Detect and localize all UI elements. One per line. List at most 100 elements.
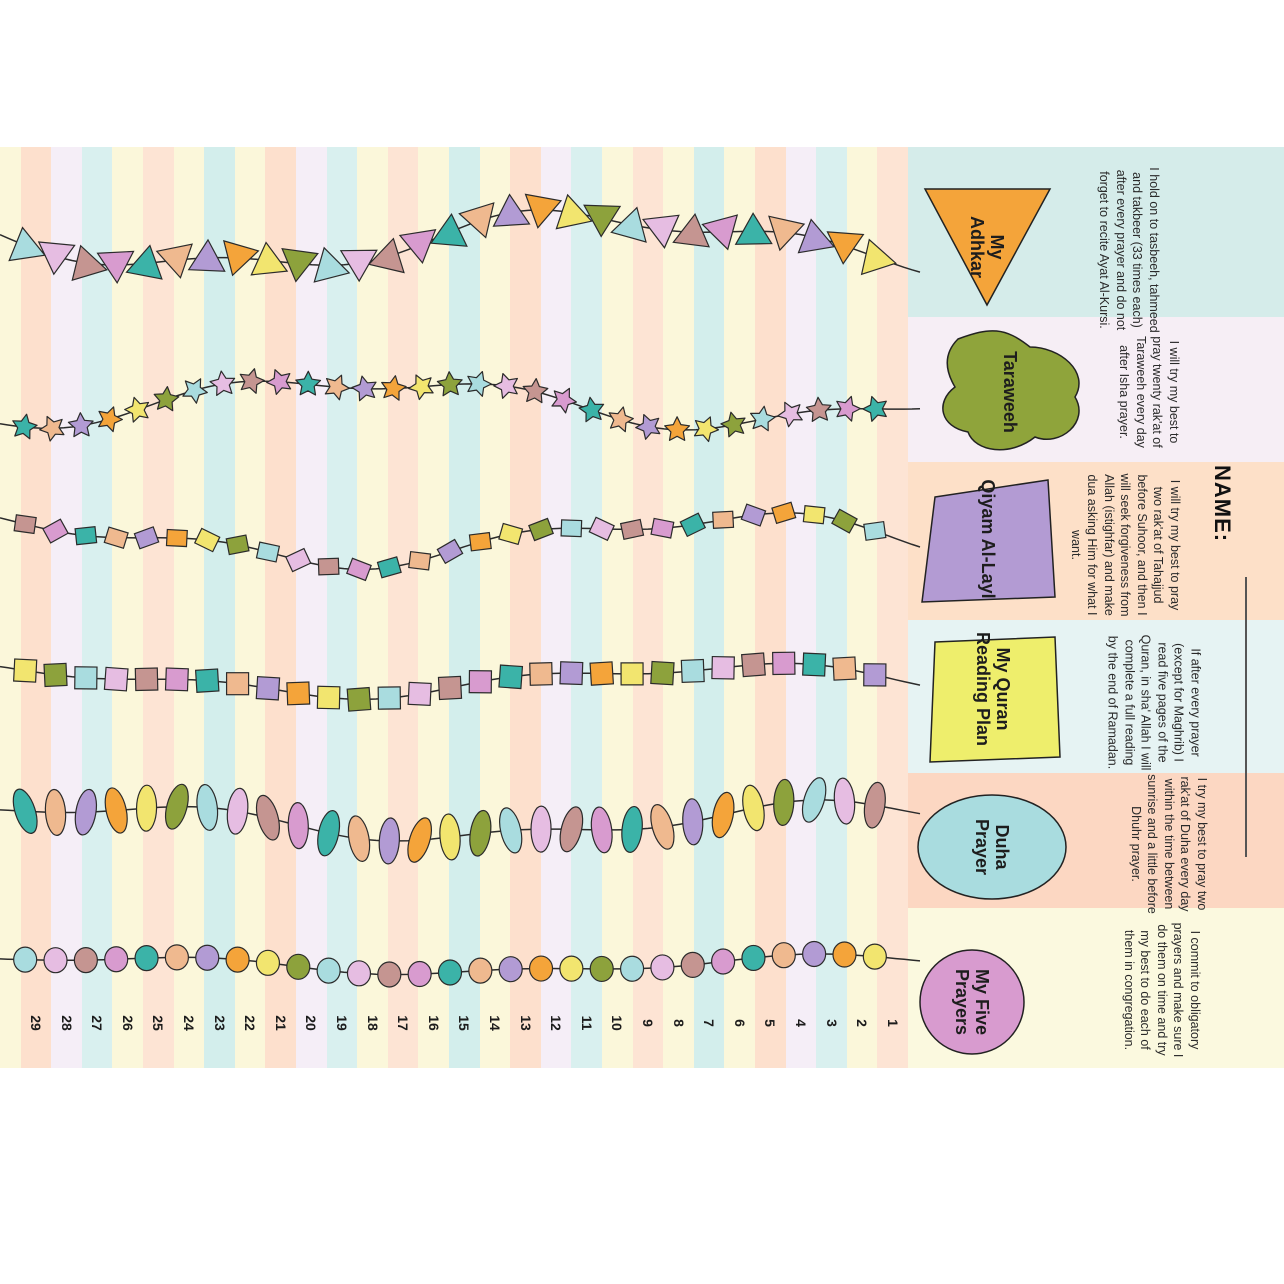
qiyam-bead-9[interactable] bbox=[619, 518, 645, 540]
qiyam-bead-3[interactable] bbox=[802, 505, 826, 525]
quran-bead-12[interactable] bbox=[529, 662, 553, 686]
qiyam-bead-1[interactable] bbox=[863, 520, 887, 541]
duha-bead-20[interactable] bbox=[287, 802, 309, 850]
qiyam-bead-4[interactable] bbox=[771, 501, 797, 525]
adhkar-bead-12[interactable] bbox=[520, 193, 563, 230]
quran-bead-26[interactable] bbox=[103, 666, 129, 692]
five-bead-9[interactable] bbox=[619, 955, 645, 982]
duha-bead-7[interactable] bbox=[682, 798, 704, 846]
taraweeh-bead-15[interactable] bbox=[467, 371, 492, 397]
duha-bead-4[interactable] bbox=[773, 778, 795, 826]
qiyam-bead-5[interactable] bbox=[740, 503, 767, 527]
duha-bead-21[interactable] bbox=[252, 793, 284, 843]
qiyam-bead-8[interactable] bbox=[650, 517, 675, 539]
name-field[interactable]: NAME: bbox=[1185, 465, 1265, 877]
adhkar-bead-9[interactable] bbox=[610, 203, 654, 243]
qiyam-bead-18[interactable] bbox=[345, 557, 372, 582]
duha-bead-5[interactable] bbox=[739, 783, 767, 832]
duha-bead-29[interactable] bbox=[9, 786, 42, 836]
duha-bead-15[interactable] bbox=[438, 813, 462, 861]
duha-bead-22[interactable] bbox=[225, 787, 250, 835]
taraweeh-bead-11[interactable] bbox=[578, 396, 605, 423]
quran-bead-17[interactable] bbox=[377, 686, 402, 710]
quran-bead-6[interactable] bbox=[711, 655, 735, 680]
taraweeh-bead-14[interactable] bbox=[493, 373, 519, 399]
five-bead-22[interactable] bbox=[225, 946, 250, 973]
taraweeh-bead-8[interactable] bbox=[664, 416, 691, 441]
five-bead-23[interactable] bbox=[195, 944, 220, 971]
five-bead-17[interactable] bbox=[377, 961, 402, 988]
adhkar-bead-13[interactable] bbox=[492, 193, 531, 227]
qiyam-bead-15[interactable] bbox=[436, 538, 464, 565]
duha-bead-25[interactable] bbox=[135, 784, 158, 832]
adhkar-bead-29[interactable] bbox=[5, 225, 46, 262]
taraweeh-bead-23[interactable] bbox=[239, 368, 265, 394]
quran-bead-2[interactable] bbox=[832, 656, 857, 681]
qiyam-bead-16[interactable] bbox=[408, 550, 432, 571]
qiyam-bead-14[interactable] bbox=[468, 531, 492, 552]
quran-bead-10[interactable] bbox=[589, 661, 615, 686]
qiyam-bead-2[interactable] bbox=[831, 508, 858, 534]
duha-bead-17[interactable] bbox=[378, 817, 401, 865]
five-bead-3[interactable] bbox=[802, 940, 827, 968]
adhkar-bead-18[interactable] bbox=[339, 249, 378, 283]
quran-bead-5[interactable] bbox=[741, 652, 766, 678]
quran-bead-13[interactable] bbox=[498, 664, 524, 690]
taraweeh-bead-6[interactable] bbox=[720, 411, 746, 438]
five-bead-28[interactable] bbox=[43, 947, 68, 974]
qiyam-bead-25[interactable] bbox=[133, 526, 160, 550]
quran-bead-14[interactable] bbox=[468, 670, 493, 694]
adhkar-bead-15[interactable] bbox=[429, 213, 469, 247]
taraweeh-bead-27[interactable] bbox=[124, 396, 150, 423]
quran-bead-18[interactable] bbox=[346, 686, 372, 712]
five-bead-13[interactable] bbox=[498, 956, 523, 983]
duha-bead-2[interactable] bbox=[832, 777, 856, 825]
taraweeh-bead-7[interactable] bbox=[693, 416, 720, 443]
quran-bead-3[interactable] bbox=[802, 652, 827, 677]
adhkar-bead-8[interactable] bbox=[641, 214, 682, 250]
quran-bead-1[interactable] bbox=[863, 663, 887, 687]
taraweeh-bead-10[interactable] bbox=[608, 406, 634, 433]
five-bead-10[interactable] bbox=[589, 955, 614, 983]
taraweeh-bead-18[interactable] bbox=[381, 375, 407, 401]
taraweeh-bead-4[interactable] bbox=[777, 401, 803, 428]
taraweeh-bead-31[interactable] bbox=[12, 413, 38, 440]
taraweeh-bead-16[interactable] bbox=[436, 371, 463, 397]
quran-bead-4[interactable] bbox=[772, 651, 796, 676]
duha-bead-10[interactable] bbox=[589, 806, 615, 854]
qiyam-bead-22[interactable] bbox=[225, 534, 250, 556]
duha-bead-18[interactable] bbox=[345, 814, 373, 863]
taraweeh-bead-19[interactable] bbox=[351, 375, 377, 402]
five-bead-27[interactable] bbox=[73, 946, 98, 974]
duha-bead-28[interactable] bbox=[44, 788, 67, 836]
adhkar-bead-2[interactable] bbox=[825, 231, 865, 265]
five-bead-15[interactable] bbox=[437, 959, 463, 986]
quran-bead-27[interactable] bbox=[74, 666, 98, 690]
five-bead-29[interactable] bbox=[13, 946, 38, 973]
adhkar-bead-24[interactable] bbox=[155, 243, 198, 281]
five-bead-21[interactable] bbox=[255, 949, 281, 976]
five-bead-12[interactable] bbox=[528, 955, 554, 982]
adhkar-bead-26[interactable] bbox=[96, 250, 136, 285]
adhkar-bead-23[interactable] bbox=[187, 238, 226, 272]
five-bead-4[interactable] bbox=[771, 942, 796, 969]
taraweeh-bead-21[interactable] bbox=[295, 370, 322, 396]
duha-bead-14[interactable] bbox=[467, 809, 494, 858]
qiyam-bead-20[interactable] bbox=[285, 547, 312, 573]
duha-bead-3[interactable] bbox=[798, 775, 830, 825]
quran-bead-8[interactable] bbox=[650, 660, 675, 686]
taraweeh-bead-26[interactable] bbox=[153, 386, 180, 412]
adhkar-bead-10[interactable] bbox=[583, 204, 622, 238]
five-bead-26[interactable] bbox=[104, 946, 129, 973]
qiyam-bead-12[interactable] bbox=[528, 517, 555, 542]
adhkar-bead-16[interactable] bbox=[398, 229, 440, 266]
qiyam-bead-17[interactable] bbox=[376, 556, 402, 579]
five-bead-7[interactable] bbox=[680, 951, 705, 979]
taraweeh-bead-2[interactable] bbox=[836, 395, 862, 422]
quran-bead-29[interactable] bbox=[13, 658, 38, 683]
adhkar-bead-20[interactable] bbox=[278, 247, 319, 284]
five-bead-6[interactable] bbox=[711, 948, 736, 975]
taraweeh-bead-30[interactable] bbox=[39, 415, 65, 442]
duha-bead-13[interactable] bbox=[496, 806, 526, 855]
taraweeh-bead-5[interactable] bbox=[749, 405, 776, 432]
